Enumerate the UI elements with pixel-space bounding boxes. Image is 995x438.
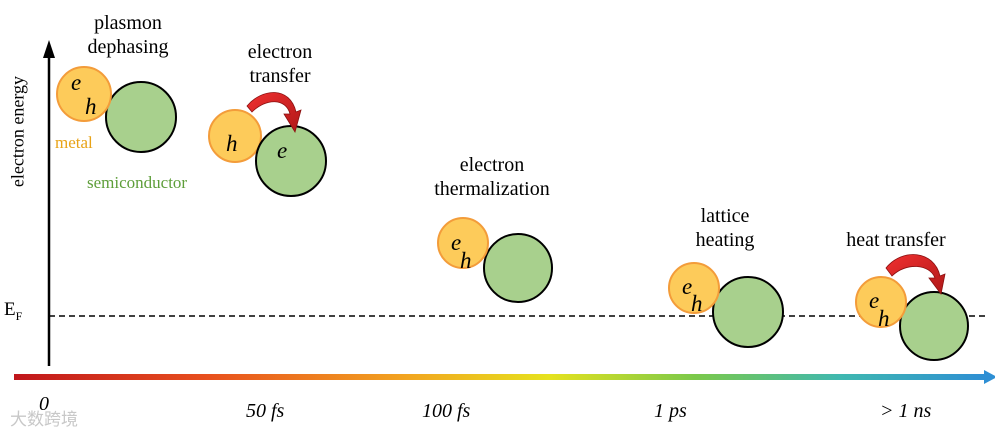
- stage-label-heat-transfer: heat transfer: [826, 228, 966, 252]
- y-axis-arrowhead: [43, 40, 55, 58]
- stage-label-line: dephasing: [87, 36, 169, 58]
- semiconductor-particle: [483, 233, 553, 303]
- stage-label-line: lattice: [700, 205, 750, 227]
- heat-arrow: [885, 254, 946, 295]
- metal-particle: [437, 217, 489, 269]
- stage-label-line: electron: [247, 41, 313, 63]
- time-tick-0: 0: [39, 393, 49, 415]
- hole-label: h: [226, 131, 238, 156]
- stage-electron-thermalization: e h: [437, 217, 553, 303]
- stage-label-line: plasmon: [94, 12, 162, 34]
- semiconductor-label: semiconductor: [87, 173, 188, 192]
- fermi-symbol: E: [4, 299, 16, 320]
- stage-label-plasmon: plasmon dephasing: [78, 11, 178, 59]
- stage-label-line: thermalization: [434, 178, 550, 200]
- electron-label: e: [277, 138, 287, 163]
- metal-label: metal: [55, 133, 93, 152]
- stage-label-line: transfer: [249, 65, 311, 87]
- semiconductor-particle: [105, 81, 177, 153]
- stage-label-line: heating: [695, 229, 755, 251]
- hole-label: h: [878, 306, 890, 331]
- hole-label: h: [691, 291, 703, 316]
- metal-particle: [56, 66, 112, 122]
- stage-label-transfer: electron transfer: [230, 40, 330, 88]
- stage-label-thermalization: electron thermalization: [412, 153, 572, 201]
- metal-particle: [208, 109, 262, 163]
- semiconductor-particle: [899, 291, 969, 361]
- stage-heat-transfer: e h: [855, 254, 969, 361]
- electron-label: e: [682, 274, 692, 299]
- stage-label-lattice: lattice heating: [670, 204, 780, 252]
- metal-particle: [855, 276, 907, 328]
- semiconductor-particle: [255, 125, 327, 197]
- stage-electron-transfer: h e: [208, 92, 327, 197]
- time-tick-100fs: 100 fs: [422, 400, 471, 422]
- electron-label: e: [71, 70, 81, 95]
- semiconductor-particle: [712, 276, 784, 348]
- time-tick-1ns: > 1 ns: [880, 400, 932, 422]
- hole-label: h: [85, 94, 97, 119]
- stage-label-line: electron: [459, 154, 525, 176]
- time-axis-arrowhead: [984, 370, 995, 384]
- time-tick-1ps: 1 ps: [654, 400, 687, 422]
- time-tick-50fs: 50 fs: [246, 400, 285, 422]
- stage-lattice-heating: e h: [668, 262, 784, 348]
- hole-label: h: [460, 248, 472, 273]
- electron-label: e: [451, 230, 461, 255]
- metal-particle: [668, 262, 720, 314]
- stage-label-line: heat transfer: [846, 229, 946, 251]
- watermark: 大数跨境: [10, 410, 78, 430]
- fermi-subscript: F: [15, 308, 23, 323]
- stage-plasmon-dephasing: e h: [56, 66, 177, 153]
- fermi-level-label: EF: [4, 299, 22, 324]
- electron-label: e: [869, 288, 879, 313]
- time-axis: [14, 374, 986, 380]
- transfer-arrow: [246, 92, 302, 133]
- energy-axis-label: electron energy: [7, 75, 28, 188]
